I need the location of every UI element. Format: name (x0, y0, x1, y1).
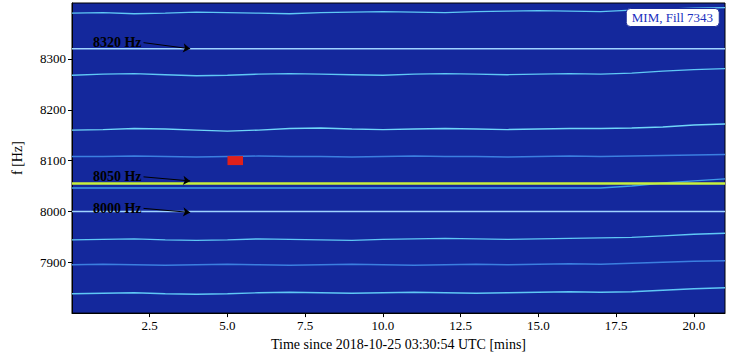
svg-text:MIM, Fill 7343: MIM, Fill 7343 (632, 10, 713, 25)
svg-text:8000: 8000 (40, 204, 66, 219)
svg-text:f [Hz]: f [Hz] (10, 141, 25, 175)
svg-text:8050 Hz: 8050 Hz (93, 169, 142, 184)
svg-text:15.0: 15.0 (527, 318, 550, 333)
svg-text:8000 Hz: 8000 Hz (93, 201, 142, 216)
svg-text:12.5: 12.5 (449, 318, 472, 333)
svg-text:8200: 8200 (40, 102, 66, 117)
svg-text:7.5: 7.5 (297, 318, 313, 333)
svg-text:8320 Hz: 8320 Hz (93, 35, 142, 50)
svg-text:5.0: 5.0 (219, 318, 235, 333)
svg-text:Time since 2018-10-25 03:30:54: Time since 2018-10-25 03:30:54 UTC [mins… (271, 337, 526, 352)
svg-text:20.0: 20.0 (683, 318, 706, 333)
svg-text:8300: 8300 (40, 51, 66, 66)
svg-text:8100: 8100 (40, 153, 66, 168)
svg-text:7900: 7900 (40, 255, 66, 270)
svg-text:10.0: 10.0 (372, 318, 395, 333)
svg-text:2.5: 2.5 (142, 318, 158, 333)
svg-text:17.5: 17.5 (605, 318, 628, 333)
